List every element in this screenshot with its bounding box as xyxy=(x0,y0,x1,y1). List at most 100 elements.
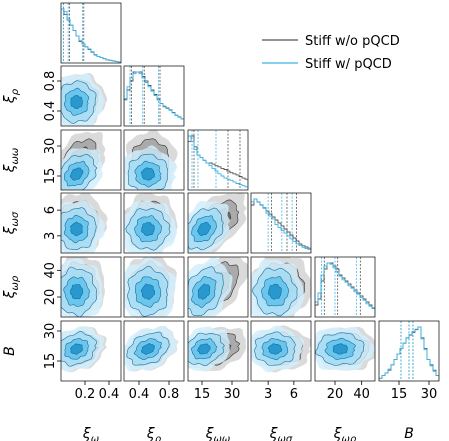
x-tick-label-xi-rho-1: 0.8 xyxy=(159,387,180,402)
y-axis-label-xi-omega-sigma: ξωσ xyxy=(2,211,21,235)
panel-plot-area xyxy=(315,326,375,371)
y-tick-label-xi-omega-sigma-1: 6 xyxy=(43,206,58,214)
contour-stiff-w-pqcd-level-3 xyxy=(197,283,211,300)
histogram-stiff-w-pqcd xyxy=(315,262,375,317)
panel-frame xyxy=(187,256,249,318)
contour-stiff-w-pqcd-level-3 xyxy=(70,95,83,110)
panel-frame xyxy=(123,256,185,318)
panel-plot-area xyxy=(251,257,311,317)
panel-background xyxy=(124,66,184,126)
panel-plot-area xyxy=(315,257,375,317)
contour-panel-xi-rho-vs-xi-omega-sigma xyxy=(123,192,185,254)
panel-background xyxy=(188,130,248,190)
contour-panel-xi-omega-sigma-vs-xi-omega-rho xyxy=(250,256,312,318)
y-tick-label-xi-omega-rho-1: 40 xyxy=(43,262,58,279)
x-tick-label-xi-omega-0: 0.2 xyxy=(75,387,96,402)
panel-plot-area xyxy=(124,326,179,372)
panel-plot-area xyxy=(251,325,311,373)
y-tick-label-b-0: 15 xyxy=(43,353,58,370)
contour-stiff-w-pqcd-level-3 xyxy=(332,343,348,355)
x-tick-label-xi-rho-0: 0.4 xyxy=(129,387,150,402)
contour-stiff-w-pqcd-level-3 xyxy=(70,284,84,300)
x-tick-label-xi-omega-1: 0.4 xyxy=(99,387,120,402)
hist-panel-xi-omega-omega xyxy=(187,129,249,191)
y-axis-label-xi-omega-rho: ξωρ xyxy=(2,275,21,299)
x-axis-label-xi-omega-sigma: ξωσ xyxy=(269,426,293,441)
contour-stiff-w-pqcd-level-3 xyxy=(267,283,282,300)
panel-plot-area xyxy=(188,257,248,317)
y-tick-label-b-1: 30 xyxy=(43,323,58,340)
contour-panel-xi-rho-vs-xi-omega-omega xyxy=(123,129,185,191)
panel-plot-area xyxy=(188,130,248,190)
panel-frame xyxy=(123,65,185,127)
contour-stiff-w-pqcd-level-3 xyxy=(70,343,83,355)
y-tick-label-xi-rho-1: 0.8 xyxy=(43,71,58,92)
contour-stiff-w-pqcd-level-3 xyxy=(140,167,156,181)
panel-frame xyxy=(60,129,122,191)
panel-plot-area xyxy=(61,193,108,253)
panel-plot-area xyxy=(379,321,439,381)
y-axis-label-b: B xyxy=(2,346,18,356)
panel-plot-area xyxy=(61,131,106,190)
panel-plot-area xyxy=(124,257,177,317)
y-tick-label-xi-rho-0: 0.4 xyxy=(43,101,58,122)
y-axis-label-xi-rho: ξρ xyxy=(2,88,21,104)
panel-plot-area xyxy=(188,193,247,253)
hist-panel-xi-omega-rho xyxy=(314,256,376,318)
x-tick-label-xi-omega-sigma-0: 3 xyxy=(264,387,272,402)
axis-labels-layer: ξω ξρ ξρ ξωω ξωω ξωσ ξωσ ξωρ ξωρ B B xyxy=(2,88,414,441)
x-tick-label-xi-omega-sigma-1: 6 xyxy=(290,387,298,402)
contour-panel-xi-omega-vs-xi-omega-sigma: 36 xyxy=(43,192,122,254)
panel-frame xyxy=(187,192,249,254)
x-tick-label-xi-omega-rho-1: 40 xyxy=(353,387,370,402)
y-tick-label-xi-omega-omega-1: 30 xyxy=(43,138,58,155)
panel-plot-area xyxy=(61,73,108,126)
hist-panel-xi-rho xyxy=(123,65,185,127)
panel-frame xyxy=(250,320,312,382)
panel-frame xyxy=(187,320,249,382)
panel-plot-area xyxy=(124,193,178,253)
histogram-stiff-w-pqcd xyxy=(251,198,311,253)
x-axis-label-xi-omega-omega: ξωω xyxy=(205,426,231,441)
legend-label-without-pqcd: Stiff w/o pQCD xyxy=(305,34,400,49)
panel-background xyxy=(61,3,121,63)
contour-panel-xi-omega-vs-b: 0.2 0.4 15 30 xyxy=(43,320,122,402)
panel-frame xyxy=(314,256,376,318)
panel-frame xyxy=(250,256,312,318)
contour-stiff-w-pqcd-level-3 xyxy=(141,222,155,236)
contour-panel-xi-omega-omega-vs-b: 15 30 xyxy=(187,320,249,402)
contour-panel-xi-rho-vs-b: 0.4 0.8 xyxy=(123,320,185,402)
histogram-stiff-w-pqcd xyxy=(124,71,184,126)
x-axis-label-xi-rho: ξρ xyxy=(146,426,162,441)
panel-frame xyxy=(60,65,122,127)
hist-panel-b: 15 30 xyxy=(378,320,440,402)
panel-plot-area xyxy=(124,66,184,126)
contour-panel-xi-omega-vs-xi-rho: 0.40.8 xyxy=(43,65,122,127)
hist-panel-xi-omega xyxy=(60,2,122,64)
contour-stiff-w-pqcd-level-3 xyxy=(70,221,83,237)
x-tick-label-xi-omega-omega-1: 30 xyxy=(224,387,241,402)
x-tick-label-xi-omega-rho-0: 20 xyxy=(327,387,344,402)
contour-panel-xi-omega-omega-vs-xi-omega-rho xyxy=(187,256,249,318)
x-tick-label-xi-omega-omega-0: 15 xyxy=(194,387,211,402)
contour-stiff-w-pqcd-level-3 xyxy=(197,221,211,237)
panel-frame xyxy=(60,192,122,254)
contour-panel-xi-omega-omega-vs-xi-omega-sigma xyxy=(187,192,249,254)
legend-label-with-pqcd: Stiff w/ pQCD xyxy=(305,57,392,72)
contour-stiff-w-pqcd-level-3 xyxy=(197,343,211,355)
panel-plot-area xyxy=(251,193,311,253)
panel-frame xyxy=(314,320,376,382)
panel-plot-area xyxy=(61,257,105,317)
contour-panel-xi-omega-rho-vs-b: 20 40 xyxy=(314,320,376,402)
contour-stiff-w-pqcd-level-3 xyxy=(140,283,156,300)
panel-frame xyxy=(60,320,122,382)
x-axis-label-xi-omega-rho: ξωρ xyxy=(333,426,357,441)
panel-plot-area xyxy=(61,3,121,63)
panel-frame xyxy=(123,129,185,191)
panel-frame xyxy=(123,320,185,382)
histogram-stiff-w-pqcd xyxy=(188,135,248,190)
